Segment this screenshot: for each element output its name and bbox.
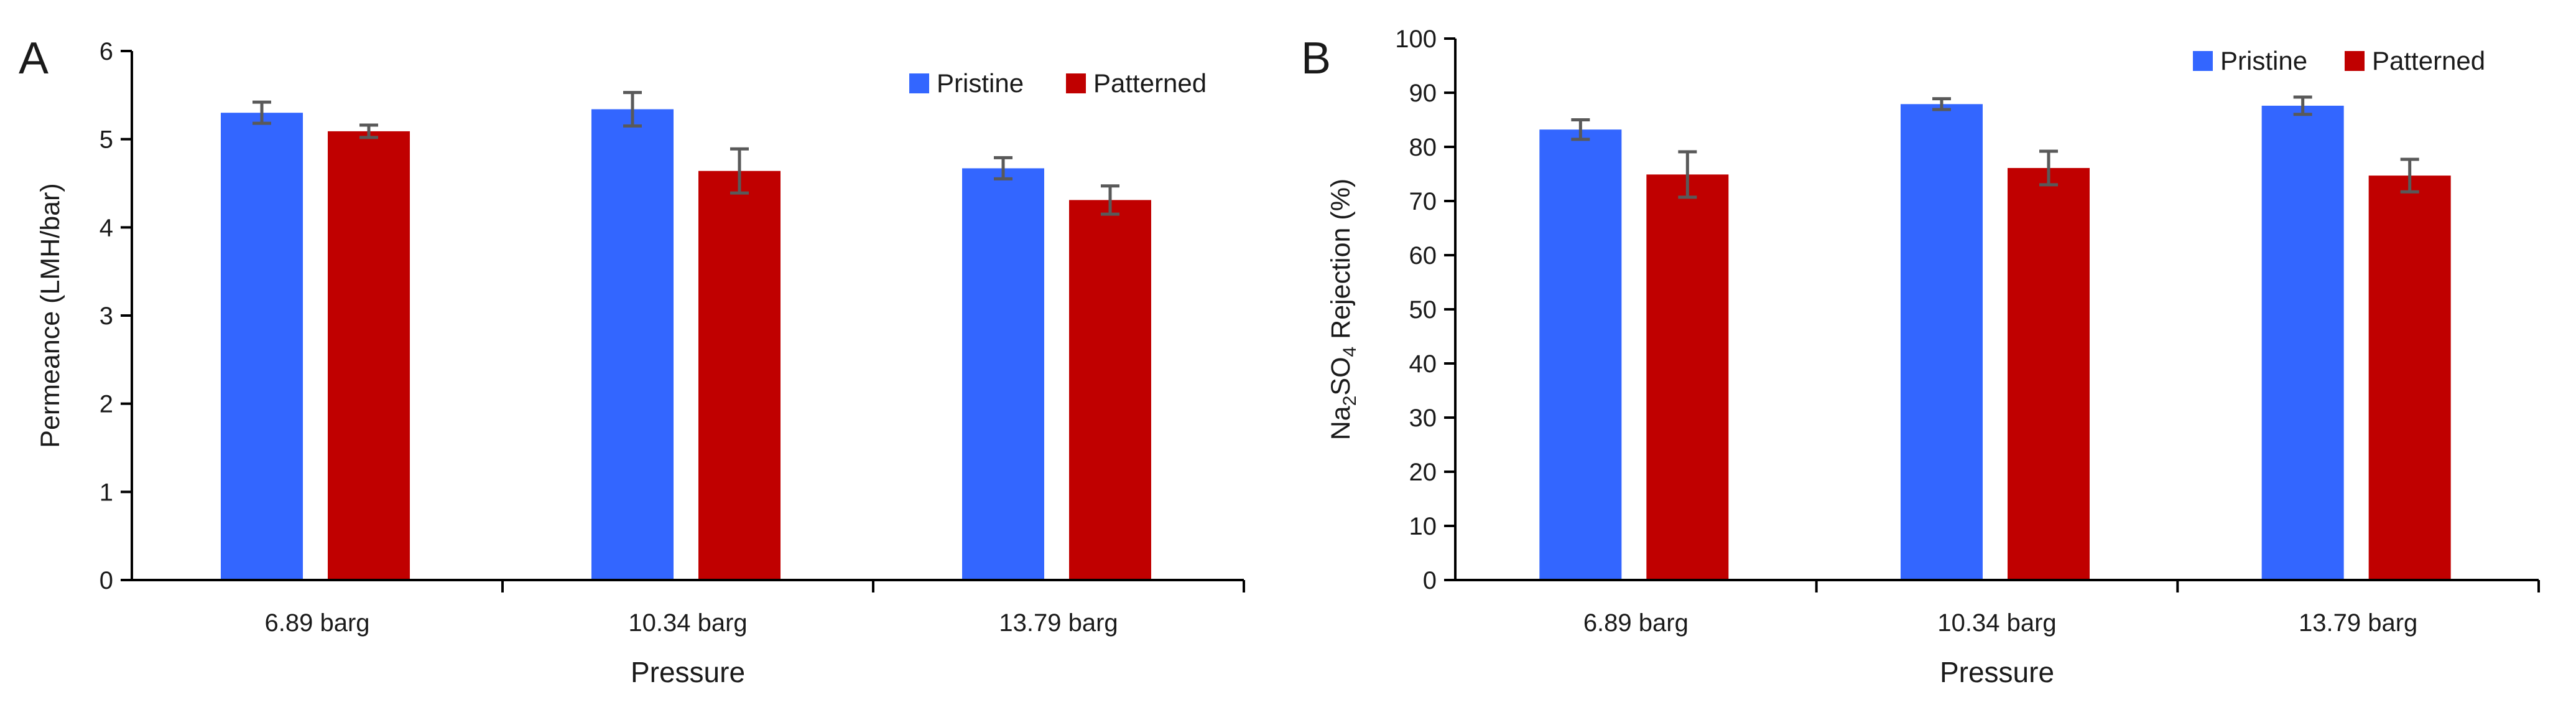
panel-b-errorbar-patterned-2 <box>2039 149 2058 187</box>
panel-a-errorbar-patterned-3 <box>1101 184 1119 216</box>
panel-b-ytick-label: 60 <box>1409 242 1437 269</box>
panel-b-ytick-label: 50 <box>1409 296 1437 324</box>
panel-a-legend-swatch-patterned <box>1066 73 1086 93</box>
panel-b-bar-pristine-3 <box>2261 105 2344 580</box>
panel-a-ytick-label: 3 <box>100 302 113 330</box>
panel-b-bar-pristine-2 <box>1901 104 1983 580</box>
panel-b-ylabel-part: Na <box>1326 406 1356 440</box>
panel-a-ylabel: Permeance (LMH/bar) <box>35 183 65 447</box>
panel-b-ylabel-part: SO <box>1326 357 1356 395</box>
panel-b-errorbar-pristine-3 <box>2293 95 2312 116</box>
panel-b-bar-pristine-1 <box>1539 129 1622 580</box>
panel-b-legend-label-pristine: Pristine <box>2220 46 2307 75</box>
panel-a-bar-pristine-3 <box>962 168 1044 581</box>
panel-b-ytick-label: 70 <box>1409 188 1437 215</box>
panel-b-ytick-label: 40 <box>1409 350 1437 378</box>
panel-a-errorbar-patterned-2 <box>730 147 749 195</box>
panel-b-bar-patterned-2 <box>2008 167 2090 580</box>
panel-b-errorbar-pristine-2 <box>1932 97 1951 111</box>
panel-a-bar-pristine-2 <box>591 109 674 580</box>
panel-a-ytick-label: 1 <box>100 479 113 506</box>
panel-a-errorbar-pristine-3 <box>994 156 1012 180</box>
panel-b-errorbar-pristine-1 <box>1571 118 1590 141</box>
panel-a-legend-label-patterned: Patterned <box>1093 68 1207 98</box>
panel-b-bar-patterned-3 <box>2368 176 2451 580</box>
panel-b-ytick-label: 100 <box>1395 26 1437 53</box>
panel-b-errorbar-patterned-3 <box>2400 157 2419 194</box>
panel-a-xlabel: Pressure <box>631 656 745 688</box>
panel-a-xtick-label: 6.89 barg <box>264 609 369 637</box>
panel-b-letter: B <box>1301 34 1331 83</box>
panel-a-bar-pristine-1 <box>221 113 303 580</box>
panel-b-ylabel-part: 2 <box>1340 396 1360 406</box>
panel-a-xtick-label: 13.79 barg <box>999 609 1118 637</box>
panel-b-ytick-label: 80 <box>1409 134 1437 161</box>
panel-a-legend-swatch-pristine <box>909 73 929 93</box>
panel-b-chart: B 0 10 20 30 40 50 60 70 80 90 100 6.89 barg 10.34 ba… <box>1301 26 2540 688</box>
panel-a-ytick-label: 4 <box>100 214 113 241</box>
panel-b-ytick-label: 10 <box>1409 513 1437 540</box>
panel-a-bar-patterned-3 <box>1069 200 1151 581</box>
panel-b-ylabel-part: Rejection (%) <box>1326 179 1356 347</box>
panel-b-bar-patterned-1 <box>1646 174 1729 580</box>
panel-b-ytick-label: 30 <box>1409 405 1437 432</box>
panel-b-ytick-label: 0 <box>1423 567 1437 594</box>
panel-a-letter: A <box>19 34 49 83</box>
panel-a-ytick-label: 5 <box>100 126 113 154</box>
panel-b-ylabel-part: 4 <box>1340 347 1360 357</box>
panel-b-xtick-label: 13.79 barg <box>2299 609 2417 637</box>
panel-a-errorbar-pristine-1 <box>253 100 271 125</box>
panel-b-xtick-label: 6.89 barg <box>1583 609 1689 637</box>
panel-b-xlabel: Pressure <box>1940 656 2054 688</box>
panel-b-legend-swatch-pristine <box>2193 51 2213 71</box>
panel-a-ytick-label: 0 <box>100 567 113 594</box>
panel-a-errorbar-patterned-1 <box>359 123 378 139</box>
panel-b-ytick-label: 90 <box>1409 80 1437 107</box>
panel-b-errorbar-patterned-1 <box>1678 150 1697 199</box>
panel-a-bar-patterned-2 <box>698 171 781 581</box>
panel-a-errorbar-pristine-2 <box>623 91 642 128</box>
panel-b-legend-label-patterned: Patterned <box>2372 46 2485 75</box>
panel-a-xtick-label: 10.34 barg <box>628 609 747 637</box>
panel-a-ytick-label: 6 <box>100 38 113 65</box>
panel-b-ytick-label: 20 <box>1409 459 1437 486</box>
panel-a-legend-label-pristine: Pristine <box>937 68 1024 98</box>
panel-b-ylabel: Na2SO4 Rejection (%) <box>1326 179 1360 441</box>
panel-a-bar-patterned-1 <box>328 131 410 580</box>
panel-a-ytick-label: 2 <box>100 391 113 418</box>
panel-b-legend-swatch-patterned <box>2345 51 2365 71</box>
panel-b-xtick-label: 10.34 barg <box>1937 609 2056 637</box>
panel-a-chart: A 0 1 2 3 4 5 6 6.89 barg 10.34 barg 13.79 barg Pre… <box>19 34 1245 688</box>
